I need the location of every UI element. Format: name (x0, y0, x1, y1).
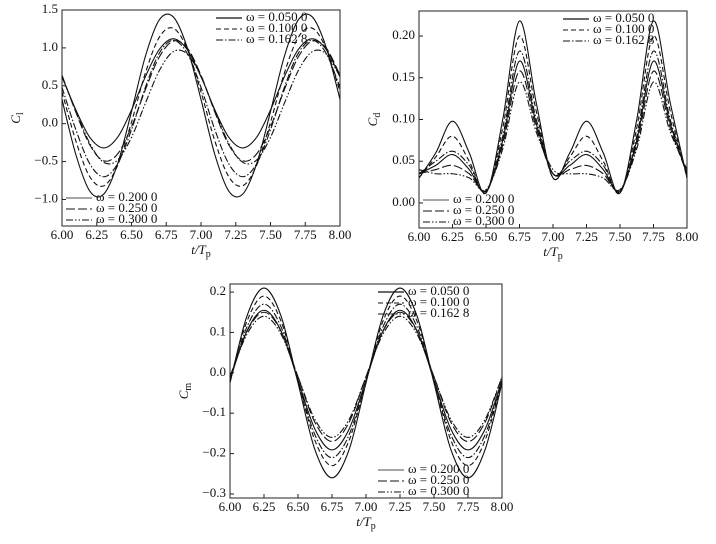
x-tick-label: 6.50 (475, 229, 498, 244)
y-axis-label-sub: d (372, 113, 383, 118)
legend-label: ω = 0.300 0 (96, 211, 157, 226)
legend-label: ω = 0.050 0 (246, 9, 307, 24)
y-tick-label: 0.00 (392, 194, 415, 209)
line-series (418, 20, 688, 194)
y-tick-label: 1.0 (42, 39, 58, 54)
x-tick-label: 6.25 (253, 499, 276, 514)
legend-label: ω = 0.300 0 (453, 213, 514, 228)
y-axis-label: Cm (176, 383, 194, 400)
y-tick-label: 0.05 (392, 152, 415, 167)
legend-label: ω = 0.100 0 (593, 21, 654, 36)
legend-label: ω = 0.162 8 (408, 305, 469, 320)
x-tick-label: 7.25 (575, 229, 598, 244)
x-tick-label: 7.00 (190, 227, 213, 242)
line-series (229, 315, 503, 438)
y-tick-label: 0.0 (42, 115, 58, 130)
legend-label: ω = 0.200 0 (453, 191, 514, 206)
subplot: 6.00 6.25 6.50 6.75 7.00 7.25 7.50 7.75 8.00 0.00… (365, 10, 698, 262)
x-tick-label: 6.50 (120, 227, 143, 242)
subplot: 6.00 6.25 6.50 6.75 7.00 7.25 7.50 7.75 8.00 −1.0… (8, 1, 351, 260)
line-series (418, 50, 688, 194)
line-series (61, 27, 341, 187)
legend-label: ω = 0.050 0 (408, 283, 469, 298)
legend-label: ω = 0.300 0 (408, 483, 469, 498)
legend-label: ω = 0.200 0 (96, 189, 157, 204)
y-tick-label: 0.2 (210, 283, 226, 298)
x-axis-label: t/Tp (356, 514, 375, 532)
line-series (229, 295, 503, 467)
legend-label: ω = 0.250 0 (408, 472, 469, 487)
line-series (61, 13, 341, 198)
x-tick-label: 8.00 (676, 229, 699, 244)
x-axis-label-sub: p (371, 521, 376, 532)
y-axis-label-main: C (176, 390, 191, 399)
legend-label: ω = 0.100 0 (246, 20, 307, 35)
y-tick-label: 1.5 (42, 1, 58, 16)
x-tick-label: 6.00 (219, 499, 242, 514)
x-axis-label: t/Tp (543, 244, 562, 262)
x-tick-label: 8.00 (491, 499, 514, 514)
y-tick-label: 0.20 (392, 27, 415, 42)
x-tick-label: 6.25 (441, 229, 464, 244)
y-tick-label: −0.1 (202, 404, 226, 419)
x-tick-label: 6.25 (85, 227, 108, 242)
legend-label: ω = 0.250 0 (96, 200, 157, 215)
x-tick-label: 7.00 (542, 229, 565, 244)
legend-label: ω = 0.200 0 (408, 461, 469, 476)
y-tick-label: −0.5 (34, 153, 58, 168)
x-tick-label: 7.50 (259, 227, 282, 242)
legend-label: ω = 0.250 0 (453, 202, 514, 217)
x-tick-label: 6.50 (287, 499, 310, 514)
x-tick-label: 6.00 (51, 227, 74, 242)
x-axis-label-main: t/T (543, 244, 558, 259)
line-series (61, 39, 341, 178)
y-tick-label: −0.3 (202, 485, 226, 500)
x-axis-label-main: t/T (356, 514, 371, 529)
x-tick-label: 7.25 (224, 227, 247, 242)
y-axis-label-sub: l (15, 112, 26, 115)
line-series (418, 35, 688, 195)
y-tick-label: 0.10 (392, 110, 415, 125)
y-tick-label: 0.5 (42, 77, 58, 92)
y-tick-label: −0.2 (202, 445, 226, 460)
x-tick-label: 7.75 (294, 227, 317, 242)
x-axis-label-sub: p (206, 249, 211, 260)
line-series (418, 60, 688, 193)
x-tick-label: 6.75 (321, 499, 344, 514)
x-tick-label: 7.75 (457, 499, 480, 514)
line-series (61, 38, 341, 149)
x-axis-label-main: t/T (191, 242, 206, 257)
y-axis-label-sub: m (183, 383, 194, 391)
legend-label: ω = 0.100 0 (408, 294, 469, 309)
x-tick-label: 7.50 (423, 499, 446, 514)
legend-label: ω = 0.050 0 (593, 10, 654, 25)
x-tick-label: 6.00 (408, 229, 431, 244)
y-tick-label: 0.1 (210, 323, 226, 338)
y-tick-label: 0.15 (392, 69, 415, 84)
line-series (418, 70, 688, 192)
legend-label: ω = 0.162 8 (246, 31, 307, 46)
y-axis-label-main: C (365, 117, 380, 126)
x-tick-label: 7.50 (609, 229, 632, 244)
y-axis-label: Cl (8, 112, 26, 124)
line-series (418, 81, 688, 192)
y-tick-label: −1.0 (34, 190, 58, 205)
y-axis-label: Cd (365, 113, 383, 127)
subplot: 6.00 6.25 6.50 6.75 7.00 7.25 7.50 7.75 8.00 −0.3… (176, 283, 513, 532)
y-axis-label-main: C (8, 115, 23, 124)
line-series (61, 40, 341, 162)
x-tick-label: 6.75 (508, 229, 531, 244)
legend-label: ω = 0.162 8 (593, 32, 654, 47)
x-axis-label: t/Tp (191, 242, 210, 260)
y-tick-label: 0.0 (210, 364, 226, 379)
line-series (229, 309, 503, 451)
x-axis-label-sub: p (558, 251, 563, 262)
x-tick-label: 7.00 (355, 499, 378, 514)
x-tick-label: 6.75 (155, 227, 178, 242)
line-series (61, 49, 341, 165)
x-tick-label: 7.25 (389, 499, 412, 514)
x-tick-label: 7.75 (642, 229, 665, 244)
x-tick-label: 8.00 (329, 227, 352, 242)
